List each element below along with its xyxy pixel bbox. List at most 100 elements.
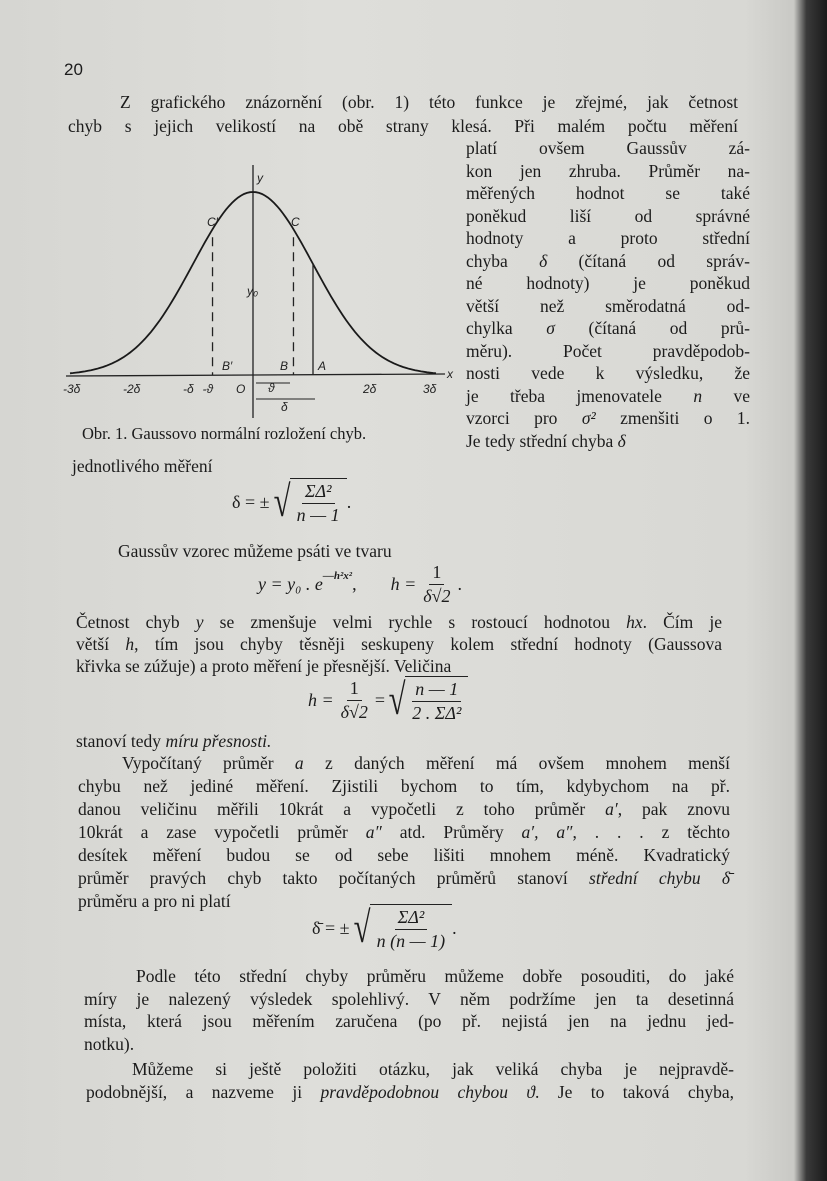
text-line: nosti vede k výsledku, že bbox=[466, 363, 750, 383]
text-line: Podle této střední chyby průměru můžeme … bbox=[136, 966, 734, 986]
text-line: podobnější, a nazveme ji pravděpodobnou … bbox=[86, 1082, 734, 1102]
text-line: jednotlivého měření bbox=[72, 456, 212, 476]
italic-text: hx bbox=[626, 612, 643, 632]
label-theta: ϑ bbox=[268, 381, 275, 395]
formula-lhs: h = bbox=[308, 689, 334, 710]
label-b-prime: B′ bbox=[222, 359, 233, 373]
label-y: y bbox=[256, 171, 264, 185]
x-tick-label: 3δ bbox=[423, 382, 437, 396]
formula-lhs: δ̄ = ± bbox=[312, 917, 350, 938]
text-line: poněkud liší od správné bbox=[466, 206, 750, 226]
text-segment: (čítaná od prů- bbox=[554, 318, 750, 338]
exponent: —h²x² bbox=[322, 569, 353, 582]
numerator: ΣΔ² bbox=[394, 907, 428, 930]
text-segment: větší než směrodatná od- bbox=[466, 295, 750, 316]
text-segment: , tím jsou chyby těsněji seskupeny kolem… bbox=[134, 634, 722, 654]
text-segment: platí ovšem Gaussův zá- bbox=[466, 138, 750, 158]
text-segment: 10krát a zase vypočetli průměr bbox=[78, 822, 366, 842]
italic-text: míru přesnosti. bbox=[165, 731, 272, 751]
text-line: křivka se zúžuje) a proto měření je přes… bbox=[76, 656, 451, 676]
text-segment: chylka bbox=[466, 318, 547, 338]
italic-text: a′, a″ bbox=[521, 822, 573, 842]
formula-delta: δ = ± √ ΣΔ² n — 1 . bbox=[232, 478, 351, 526]
text-segment: ve bbox=[702, 385, 750, 406]
text-segment: Podle této střední chyby průměru můžeme … bbox=[136, 966, 734, 986]
denominator: n (n — 1) bbox=[376, 931, 446, 951]
text-segment: měru). Počet pravděpodob- bbox=[466, 340, 750, 361]
text-segment: notku). bbox=[84, 1033, 135, 1054]
italic-text: a bbox=[294, 753, 304, 773]
text-segment: (čítaná od správ- bbox=[547, 250, 750, 271]
text-segment: danou veličinu měřili 10krát a vypočetli… bbox=[78, 799, 606, 819]
text-line: Můžeme si ještě položiti otázku, jak vel… bbox=[132, 1059, 734, 1079]
text-segment: jednotlivého měření bbox=[72, 456, 213, 476]
text-line: hodnoty a proto střední bbox=[466, 228, 750, 248]
formula-end: . bbox=[452, 917, 457, 938]
text-segment: Četnost chyb bbox=[76, 612, 196, 632]
text-segment: průměr pravých chyb takto počítaných prů… bbox=[78, 868, 590, 888]
text-line: měru). Počet pravděpodob- bbox=[466, 341, 750, 361]
text-segment: větší bbox=[76, 634, 126, 654]
text-segment: Gaussův vzorec můžeme psáti ve tvaru bbox=[118, 541, 392, 561]
formula-lhs: y = y₀ . e bbox=[258, 574, 323, 594]
text-segment: chyb s jejich velikostí na obě strany kl… bbox=[68, 116, 738, 136]
x-tick-label: -3δ bbox=[63, 382, 81, 396]
text-segment: chyba bbox=[466, 250, 540, 271]
italic-text: y bbox=[195, 612, 204, 632]
text-segment: zmenšiti o 1. bbox=[595, 408, 750, 428]
text-line: desítek měření budou se od sebe lišiti m… bbox=[78, 845, 730, 865]
formula-mean-error: δ̄ = ± √ ΣΔ² n (n — 1) . bbox=[312, 904, 457, 952]
text-segment: stanoví tedy bbox=[76, 731, 166, 751]
formula-gauss: y = y₀ . e —h²x² , h = 1 δ√2 . bbox=[258, 562, 462, 607]
text-segment: , . . . z těchto bbox=[572, 822, 730, 842]
denominator: 2 . ΣΔ² bbox=[412, 703, 462, 723]
figure-caption: Obr. 1. Gaussovo normální rozložení chyb… bbox=[82, 424, 367, 443]
text-segment: míry je nalezený výsledek spolehlivý. V … bbox=[84, 988, 734, 1009]
equals: = bbox=[374, 689, 386, 710]
separator: , bbox=[352, 574, 357, 594]
x-tick-label: -2δ bbox=[123, 382, 141, 396]
italic-text: σ bbox=[546, 318, 555, 338]
text-segment: poněkud liší od správné bbox=[466, 205, 750, 226]
label-a: A bbox=[317, 359, 326, 373]
label-delta: δ bbox=[281, 400, 288, 414]
text-line: místa, která jsou měřením zaručena (po p… bbox=[84, 1011, 734, 1031]
text-segment: . Je to taková chyba, bbox=[535, 1081, 734, 1102]
sqrt: √ ΣΔ² n (n — 1) bbox=[350, 904, 453, 952]
numerator: 1 bbox=[346, 678, 362, 701]
text-line: míry je nalezený výsledek spolehlivý. V … bbox=[84, 989, 734, 1009]
text-segment: nosti vede k výsledku, že bbox=[466, 363, 750, 383]
text-segment: křivka se zúžuje) a proto měření je přes… bbox=[76, 656, 452, 676]
text-line: né hodnoty) je poněkud bbox=[466, 273, 750, 293]
text-line: měřených hodnot se také bbox=[466, 183, 750, 203]
label-o: O bbox=[236, 382, 245, 396]
x-tick-label: -ϑ bbox=[203, 382, 214, 396]
text-segment: atd. Průměry bbox=[381, 822, 522, 842]
text-segment: desítek měření budou se od sebe lišiti m… bbox=[78, 845, 730, 865]
text-line: je třeba jmenovatele n ve bbox=[466, 386, 750, 406]
text-segment: místa, která jsou měřením zaručena (po p… bbox=[84, 1011, 734, 1031]
text-segment: se zmenšuje velmi rychle s rostoucí hodn… bbox=[203, 612, 627, 632]
text-segment: chybu než jediné měření. Zjistili bychom… bbox=[78, 776, 730, 796]
text-line: chylka σ (čítaná od prů- bbox=[466, 318, 750, 338]
text-line: danou veličinu měřili 10krát a vypočetli… bbox=[78, 799, 730, 819]
text-segment: Z grafického znázornění (obr. 1) této fu… bbox=[120, 92, 738, 112]
x-tick-label: 2δ bbox=[362, 382, 377, 396]
h-lhs: h = bbox=[390, 574, 417, 594]
label-c-prime: C′ bbox=[207, 215, 219, 229]
text-line: Gaussův vzorec můžeme psáti ve tvaru bbox=[118, 541, 392, 561]
sqrt: √ ΣΔ² n — 1 bbox=[270, 478, 347, 526]
text-line: 10krát a zase vypočetli průměr a″ atd. P… bbox=[78, 822, 730, 842]
text-segment: kon jen zhruba. Průměr na- bbox=[466, 160, 750, 181]
text-segment: Můžeme si ještě položiti otázku, jak vel… bbox=[132, 1059, 734, 1079]
text-line: chybu než jediné měření. Zjistili bychom… bbox=[78, 776, 730, 796]
text-line: notku). bbox=[84, 1034, 134, 1054]
text-segment: vzorci pro bbox=[466, 408, 582, 428]
italic-text: pravděpodobnou chybou ϑ bbox=[320, 1081, 535, 1102]
x-tick-label: -δ bbox=[183, 382, 194, 396]
italic-text: n bbox=[693, 385, 703, 406]
text-line: průměr pravých chyb takto počítaných prů… bbox=[78, 868, 730, 888]
label-x: x bbox=[446, 367, 454, 381]
italic-text: a″ bbox=[365, 822, 382, 842]
